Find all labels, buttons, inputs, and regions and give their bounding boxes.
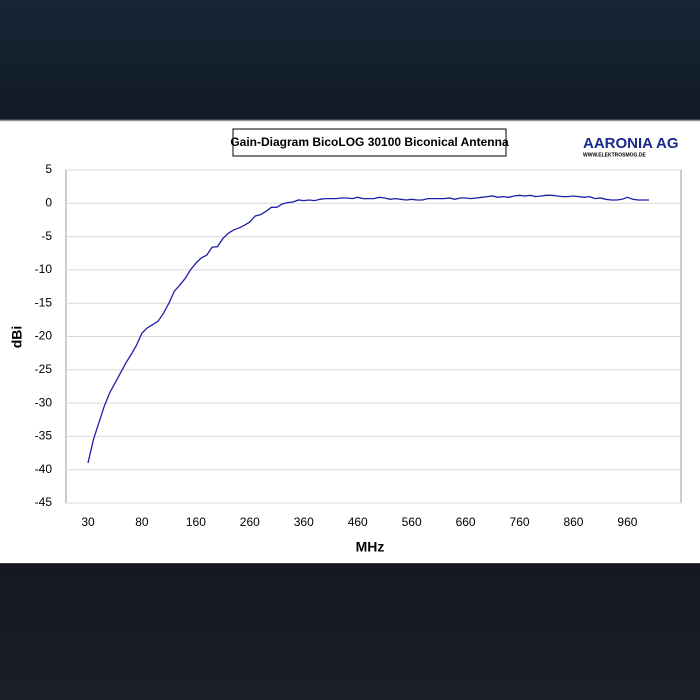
chart-title: Gain-Diagram BicoLOG 30100 Biconical Ant… xyxy=(230,135,509,149)
data-line xyxy=(87,194,649,464)
y-tick-label: -5 xyxy=(41,229,52,243)
logo-url: WWW.ELEKTROSMOG.DE xyxy=(583,152,646,158)
y-tick-label: -30 xyxy=(35,395,53,409)
x-tick-label: 460 xyxy=(348,515,368,529)
y-tick-label: -35 xyxy=(35,429,53,443)
x-tick-label: 160 xyxy=(186,515,206,529)
x-tick-label: 30 xyxy=(81,515,95,529)
logo-name: AARONIA AG xyxy=(583,135,679,152)
y-tick-label: 0 xyxy=(45,195,52,209)
y-tick-label: -40 xyxy=(35,462,53,476)
y-tick-label: -10 xyxy=(35,262,53,276)
x-tick-label: 760 xyxy=(510,515,530,529)
y-tick-label: 5 xyxy=(45,162,52,176)
y-tick-label: -45 xyxy=(35,495,53,509)
x-tick-label: 960 xyxy=(617,515,637,529)
x-tick-label: 560 xyxy=(402,515,422,529)
x-tick-label: 660 xyxy=(456,515,476,529)
x-tick-label: 360 xyxy=(294,515,314,529)
x-tick-label: 80 xyxy=(135,515,149,529)
y-tick-label: -15 xyxy=(35,295,53,309)
x-tick-label: 260 xyxy=(240,515,260,529)
title-box xyxy=(232,128,507,157)
x-axis-title: MHz xyxy=(356,539,385,555)
y-axis-title: dBi xyxy=(9,326,25,349)
y-tick-label: -20 xyxy=(35,329,53,343)
x-tick-label: 860 xyxy=(563,515,583,529)
y-tick-label: -25 xyxy=(35,362,53,376)
